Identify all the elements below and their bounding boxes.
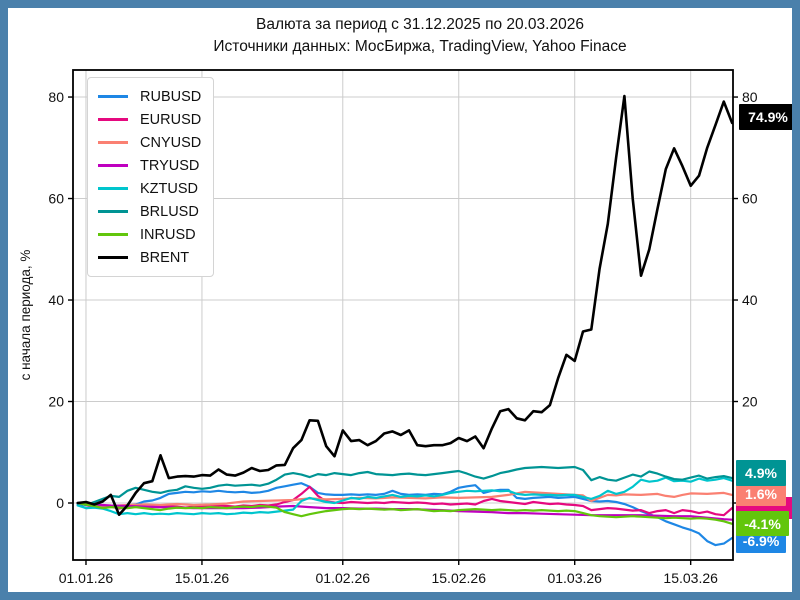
legend-item-inrusd: INRUSD bbox=[98, 223, 201, 246]
x-tick-label: 15.03.26 bbox=[663, 570, 718, 586]
series-line-rubusd bbox=[76, 482, 733, 547]
end-value-box-inrusd: -4.1% bbox=[736, 511, 789, 536]
legend-label: KZTUSD bbox=[140, 180, 198, 197]
chart-title: Валюта за период с 31.12.2025 по 20.03.2… bbox=[256, 16, 584, 33]
y-tick-label-right: 60 bbox=[742, 191, 758, 207]
end-value-box-brlusd: 4.9% bbox=[736, 460, 786, 486]
x-tick-label: 01.01.26 bbox=[59, 570, 114, 586]
y-tick-label-left: 0 bbox=[56, 495, 64, 511]
legend-item-tryusd: TRYUSD bbox=[98, 154, 201, 177]
x-tick-label: 15.01.26 bbox=[175, 570, 230, 586]
y-tick-label-left: 20 bbox=[48, 394, 64, 410]
legend-line-swatch bbox=[98, 95, 128, 98]
legend-label: TRYUSD bbox=[140, 157, 200, 174]
end-value-box-cnyusd: 1.6% bbox=[736, 482, 786, 506]
legend-line-swatch bbox=[98, 210, 128, 213]
legend-line-swatch bbox=[98, 233, 128, 236]
series-line-cnyusd bbox=[76, 490, 733, 508]
legend-item-kztusd: KZTUSD bbox=[98, 177, 201, 200]
legend-item-rubusd: RUBUSD bbox=[98, 85, 201, 108]
axis-ticks bbox=[68, 96, 738, 565]
y-tick-label-left: 80 bbox=[48, 89, 64, 105]
legend-line-swatch bbox=[98, 256, 128, 259]
y-tick-label-right: 40 bbox=[742, 292, 758, 308]
series-lines bbox=[76, 94, 733, 547]
axis-tick-labels: 00202040406060808001.01.2615.01.2601.02.… bbox=[48, 89, 757, 586]
legend-line-swatch bbox=[98, 118, 128, 121]
legend-label: CNYUSD bbox=[140, 134, 202, 151]
legend-label: BRENT bbox=[140, 249, 190, 266]
y-tick-label-left: 40 bbox=[48, 292, 64, 308]
legend-label: BRLUSD bbox=[140, 203, 199, 220]
legend-label: INRUSD bbox=[140, 226, 196, 243]
plot-border bbox=[72, 69, 734, 561]
y-tick-label-right: 20 bbox=[742, 394, 758, 410]
legend-line-swatch bbox=[98, 164, 128, 167]
y-tick-label-right: 80 bbox=[742, 89, 758, 105]
series-line-inrusd bbox=[76, 501, 733, 525]
chart-titles: Валюта за период с 31.12.2025 по 20.03.2… bbox=[40, 14, 792, 58]
legend-line-swatch bbox=[98, 141, 128, 144]
y-tick-label-left: 60 bbox=[48, 191, 64, 207]
legend-item-eurusd: EURUSD bbox=[98, 108, 201, 131]
y-axis-label: с начала периода, % bbox=[18, 250, 33, 381]
legend-label: RUBUSD bbox=[140, 88, 202, 105]
legend-item-brlusd: BRLUSD bbox=[98, 200, 201, 223]
x-tick-label: 15.02.26 bbox=[431, 570, 486, 586]
end-value-box-brent: 74.9% bbox=[739, 104, 792, 130]
chart-legend: RUBUSD EURUSD CNYUSD TRYUSD KZTUSD BRLUSD INRU… bbox=[87, 77, 215, 277]
legend-line-swatch bbox=[98, 187, 128, 190]
legend-item-cnyusd: CNYUSD bbox=[98, 131, 201, 154]
legend-label: EURUSD bbox=[140, 111, 202, 128]
series-line-brent bbox=[76, 94, 733, 517]
series-line-kztusd bbox=[76, 476, 733, 516]
chart-subtitle: Источники данных: МосБиржа, TradingView,… bbox=[213, 38, 627, 55]
legend-item-brent: BRENT bbox=[98, 246, 201, 269]
series-line-brlusd bbox=[76, 465, 733, 507]
x-tick-label: 01.02.26 bbox=[316, 570, 371, 586]
x-tick-label: 01.03.26 bbox=[547, 570, 602, 586]
